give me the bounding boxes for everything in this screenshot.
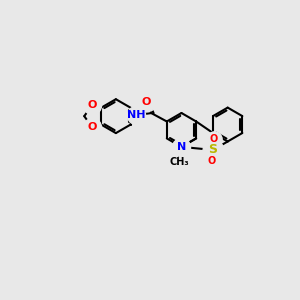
Text: N: N xyxy=(177,142,186,152)
Text: O: O xyxy=(87,122,97,132)
Text: O: O xyxy=(208,156,216,166)
Text: O: O xyxy=(142,97,152,107)
Text: CH₃: CH₃ xyxy=(169,157,189,166)
Text: O: O xyxy=(210,134,218,144)
Text: NH: NH xyxy=(127,110,145,120)
Text: S: S xyxy=(208,143,217,157)
Text: O: O xyxy=(87,100,97,110)
